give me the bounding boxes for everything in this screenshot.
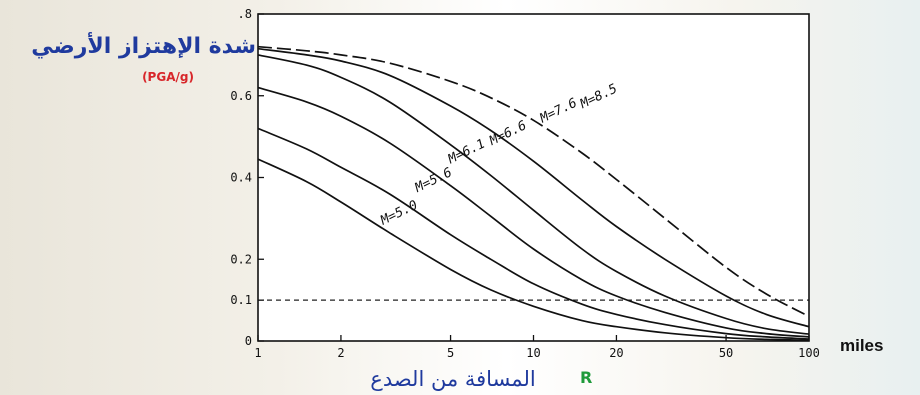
plot-frame (257, 13, 810, 342)
y-axis-unit: (PGA/g) (142, 70, 194, 84)
x-tick-label-1: 2 (337, 346, 344, 360)
x-tick-label-6: 100 (798, 346, 820, 360)
y-tick-label-0: 0 (245, 334, 252, 348)
x-tick-label-2: 5 (447, 346, 454, 360)
series-group (257, 45, 810, 342)
x-tick-label-0: 1 (254, 346, 261, 360)
x-tick-label-5: 50 (719, 346, 733, 360)
y-tick-label-3: 0.4 (230, 171, 252, 185)
y-tick-labels: 0 0.1 0.2 0.4 0.6 .8 (230, 7, 252, 348)
x-axis-label: المسافة من الصدع (370, 367, 536, 391)
plot-background (258, 14, 809, 341)
series-line-0 (257, 158, 810, 342)
y-tick-label-2: 0.2 (230, 252, 252, 266)
y-tick-label-5: .8 (238, 7, 252, 21)
y-tick-label-1: 0.1 (230, 293, 252, 307)
x-tick-label-4: 20 (609, 346, 623, 360)
x-axis-symbol: R (580, 368, 593, 387)
series-line-2 (257, 86, 810, 338)
x-tick-label-3: 10 (526, 346, 540, 360)
x-axis-unit: miles (840, 336, 884, 355)
y-axis-label: شدة الإهتزاز الأرضي (31, 34, 256, 59)
series-line-4 (257, 47, 810, 328)
series-line-1 (257, 127, 810, 340)
series-line-5 (257, 45, 810, 318)
x-tick-labels: 1 2 5 10 20 50 100 (254, 346, 819, 360)
y-tick-label-4: 0.6 (230, 89, 252, 103)
series-line-3 (257, 54, 810, 335)
